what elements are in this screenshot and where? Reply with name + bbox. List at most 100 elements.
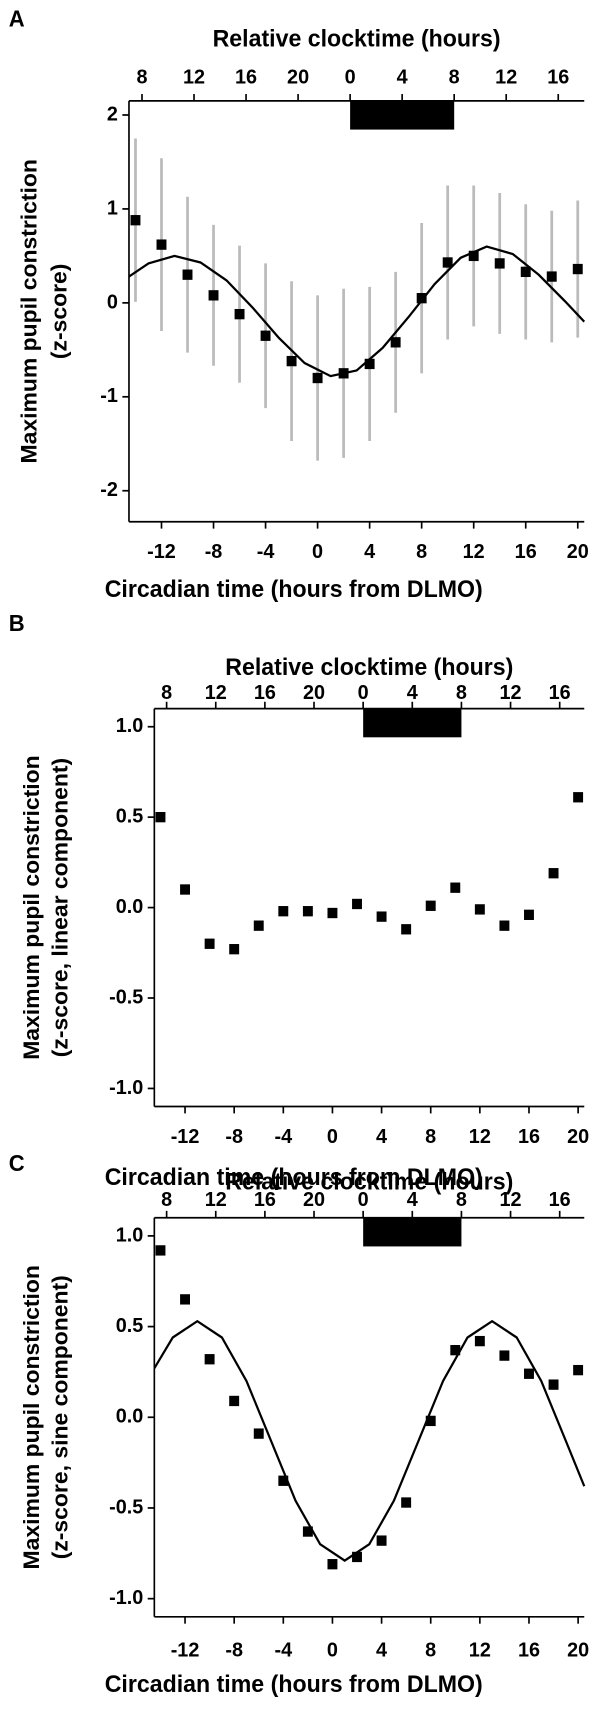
- data-point: [376, 1535, 387, 1546]
- y-tick-label: -1: [100, 385, 118, 407]
- data-point: [180, 1294, 191, 1305]
- x-tick-label: -4: [274, 1126, 292, 1148]
- y-tick-label: 0: [107, 291, 118, 313]
- data-point: [204, 938, 215, 949]
- x-tick-label: -12: [171, 1639, 200, 1661]
- data-point: [376, 911, 387, 922]
- data-point: [548, 868, 559, 879]
- x2-tick-label: 12: [205, 1189, 227, 1211]
- top-axis-title: Relative clocktime (hours): [225, 654, 513, 681]
- x2-tick-label: 16: [549, 1189, 571, 1211]
- x-tick-label: -12: [171, 1126, 200, 1148]
- x2-tick-label: 16: [235, 66, 257, 88]
- data-point: [546, 271, 557, 282]
- x-tick-label: 12: [463, 541, 485, 563]
- y-tick-label: 0.0: [116, 1405, 144, 1427]
- y-tick-label: -1.0: [109, 1077, 143, 1099]
- x2-tick-label: 16: [254, 1189, 276, 1211]
- x-axis-title: Circadian time (hours from DLMO): [105, 1165, 483, 1192]
- y-axis-title: Maximum pupil constriction: [19, 755, 44, 1059]
- x2-tick-label: 12: [205, 682, 227, 704]
- x-tick-label: 20: [567, 541, 589, 563]
- data-point: [182, 269, 193, 280]
- top-axis-title: Relative clocktime (hours): [213, 26, 501, 53]
- data-point: [260, 330, 271, 341]
- x-tick-label: 20: [567, 1126, 589, 1148]
- x2-tick-label: 0: [358, 682, 369, 704]
- sleep-bar: [363, 1217, 462, 1247]
- y-tick-label: 0.5: [116, 1315, 144, 1337]
- x2-tick-label: 20: [287, 66, 309, 88]
- y-tick-label: -1.0: [109, 1587, 143, 1609]
- data-point: [573, 792, 584, 803]
- x-tick-label: -8: [225, 1639, 243, 1661]
- x2-tick-label: 4: [397, 66, 409, 88]
- fit-curve: [128, 245, 586, 378]
- data-point: [364, 358, 375, 370]
- data-point: [229, 944, 240, 955]
- data-point: [401, 1497, 412, 1508]
- x2-tick-label: 4: [407, 1189, 419, 1211]
- data-point: [327, 1559, 338, 1570]
- data-point: [572, 263, 583, 275]
- data-point: [155, 1245, 166, 1256]
- y-axis-title: (z-score, linear component): [48, 758, 73, 1057]
- panel-letter: A: [9, 6, 25, 31]
- x-tick-label: 12: [469, 1126, 491, 1148]
- data-point: [204, 1354, 215, 1365]
- data-point: [352, 898, 362, 910]
- x-axis-title: Circadian time (hours from DLMO): [105, 576, 483, 603]
- y-tick-label: -0.5: [109, 986, 143, 1008]
- y-tick-label: 2: [107, 103, 118, 125]
- y-axis-title: (z-score): [47, 264, 72, 360]
- data-point: [468, 250, 479, 262]
- data-point: [253, 1428, 264, 1439]
- x2-tick-label: 4: [407, 682, 419, 704]
- data-point: [278, 906, 289, 917]
- panel-letter: B: [9, 611, 25, 636]
- data-point: [494, 258, 505, 269]
- data-point: [234, 308, 245, 320]
- x2-tick-label: 20: [303, 682, 325, 704]
- data-point: [155, 811, 166, 823]
- x2-tick-label: 0: [345, 66, 356, 88]
- x2-tick-label: 0: [358, 1189, 369, 1211]
- data-point: [278, 1475, 289, 1486]
- data-point: [573, 1364, 584, 1376]
- x-tick-label: 8: [425, 1639, 436, 1661]
- y-tick-label: 1.0: [116, 1224, 144, 1246]
- data-point: [499, 1350, 510, 1361]
- y-axis-title: Maximum pupil constriction: [19, 1265, 44, 1569]
- y-tick-label: 0.0: [116, 896, 144, 918]
- x-tick-label: -12: [147, 541, 176, 563]
- data-point: [474, 904, 485, 915]
- x-tick-label: 4: [376, 1126, 388, 1148]
- x-tick-label: -8: [205, 541, 223, 563]
- data-point: [286, 355, 297, 367]
- data-point: [425, 900, 436, 911]
- x-tick-label: 8: [425, 1126, 436, 1148]
- x2-tick-label: 8: [161, 1189, 172, 1211]
- y-tick-label: 0.5: [116, 805, 144, 827]
- x2-tick-label: 12: [500, 1189, 522, 1211]
- x-tick-label: 0: [312, 541, 323, 563]
- data-point: [425, 1415, 436, 1427]
- x-tick-label: 4: [364, 541, 376, 563]
- data-point: [352, 1551, 362, 1563]
- data-point: [302, 1526, 313, 1537]
- data-point: [520, 266, 531, 278]
- panel-letter: C: [9, 1151, 25, 1176]
- top-axis-title: Relative clocktime (hours): [225, 1169, 513, 1196]
- x2-tick-label: 16: [547, 66, 569, 88]
- data-point: [401, 924, 412, 935]
- data-point: [253, 920, 264, 931]
- x2-tick-label: 8: [456, 682, 467, 704]
- x-tick-label: 16: [518, 1639, 540, 1661]
- data-point: [156, 239, 167, 250]
- x2-tick-label: 8: [136, 66, 147, 88]
- x2-tick-label: 16: [254, 682, 276, 704]
- x2-tick-label: 12: [495, 66, 517, 88]
- data-point: [416, 293, 427, 304]
- x-tick-label: 0: [327, 1126, 338, 1148]
